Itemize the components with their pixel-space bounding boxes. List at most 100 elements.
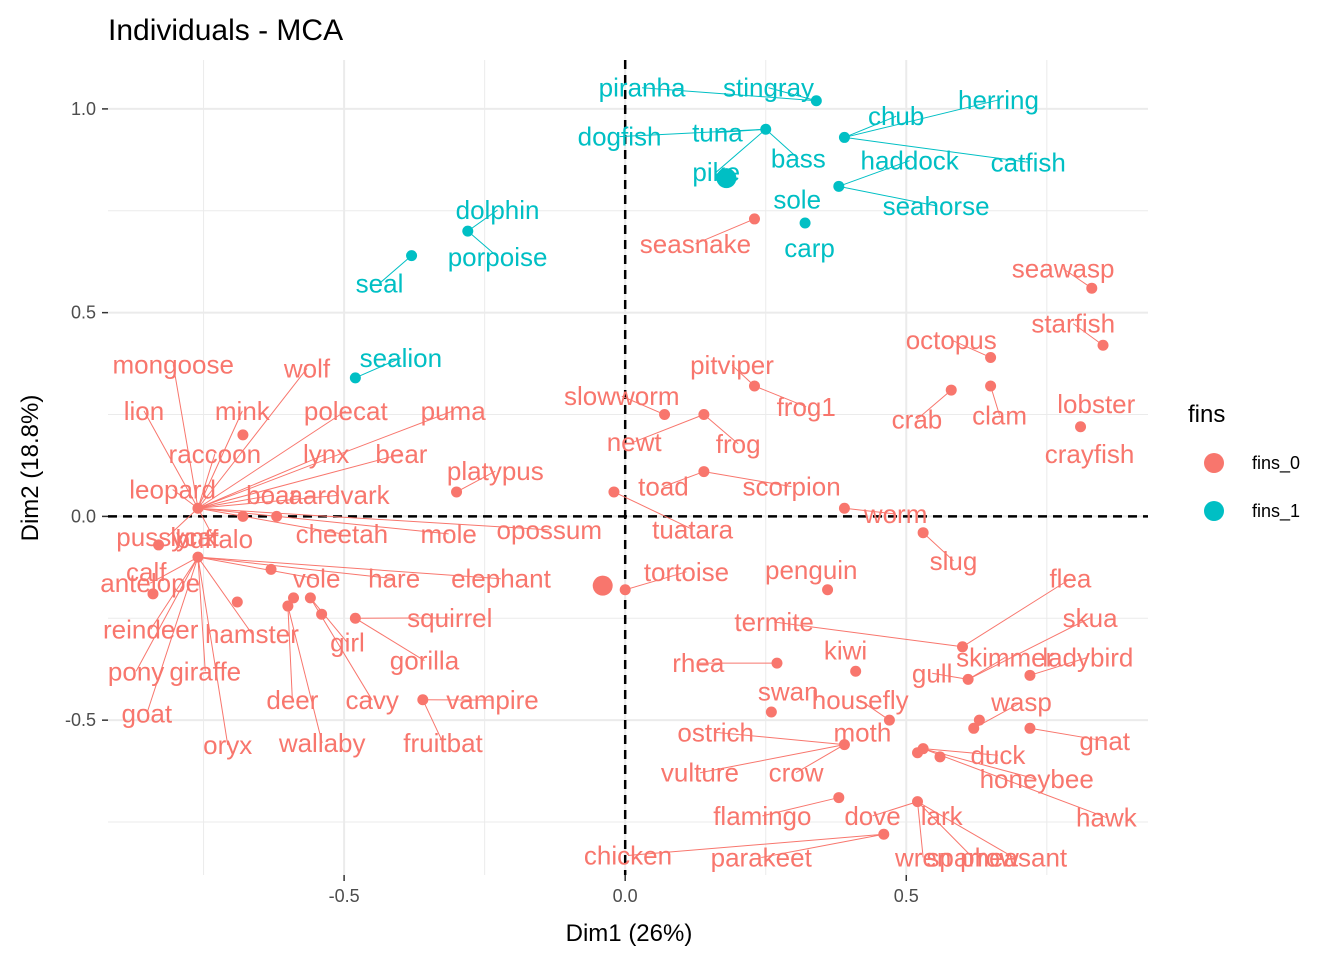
y-tick-label: 0.0 bbox=[71, 506, 96, 526]
leader-line bbox=[197, 507, 342, 535]
point-label: opossum bbox=[497, 515, 603, 545]
data-point bbox=[349, 372, 361, 384]
data-point bbox=[265, 563, 277, 575]
point-label: gorilla bbox=[390, 646, 460, 676]
leader-line bbox=[197, 557, 206, 672]
y-axis-title: Dim2 (18.8%) bbox=[17, 395, 44, 542]
point-label: seasnake bbox=[640, 229, 751, 259]
point-label: dolphin bbox=[456, 195, 540, 225]
leader-line bbox=[172, 364, 199, 509]
leader-line bbox=[197, 494, 340, 509]
point-label: tuna bbox=[692, 118, 743, 148]
leader-line bbox=[932, 672, 969, 680]
point-label: clam bbox=[972, 400, 1027, 430]
data-point bbox=[608, 486, 620, 498]
point-label: frog1 bbox=[777, 392, 836, 422]
point-label: worm bbox=[863, 499, 928, 529]
leader-line bbox=[1029, 727, 1105, 742]
point-label: bear bbox=[375, 439, 427, 469]
data-point bbox=[1024, 669, 1036, 681]
leader-line bbox=[916, 389, 952, 420]
point-label: gnat bbox=[1079, 726, 1130, 756]
point-label: squirrel bbox=[407, 603, 492, 633]
data-point bbox=[810, 95, 822, 107]
point-label: stingray bbox=[723, 73, 814, 103]
point-label: crayfish bbox=[1045, 439, 1135, 469]
point-label: starfish bbox=[1031, 309, 1115, 339]
point-label: platypus bbox=[447, 456, 544, 486]
data-point bbox=[237, 510, 249, 522]
point-label: wasp bbox=[990, 687, 1052, 717]
point-label: slug bbox=[930, 546, 978, 576]
point-label: gull bbox=[912, 658, 952, 688]
point-label: housefly bbox=[812, 685, 909, 715]
leader-line bbox=[951, 339, 991, 358]
point-label: skimmer bbox=[956, 642, 1055, 672]
point-label: leopard bbox=[129, 475, 216, 505]
point-label: octopus bbox=[906, 325, 997, 355]
data-point bbox=[1097, 339, 1109, 351]
leader-line bbox=[143, 410, 199, 509]
leader-line bbox=[197, 453, 216, 509]
leader-line bbox=[309, 597, 348, 644]
leader-line bbox=[699, 744, 845, 774]
leader-line bbox=[838, 185, 937, 207]
point-label: chicken bbox=[584, 840, 672, 870]
point-label: ladybird bbox=[1042, 642, 1133, 672]
leader-line bbox=[355, 617, 425, 662]
leader-line bbox=[197, 508, 215, 540]
y-axis: -0.5 0.0 0.5 1.0 bbox=[65, 99, 108, 730]
data-point bbox=[945, 384, 957, 396]
point-label: wolf bbox=[283, 353, 331, 383]
data-point bbox=[748, 380, 760, 392]
y-tick-label: 0.5 bbox=[71, 303, 96, 323]
grid bbox=[108, 60, 1148, 875]
point-label: tuatara bbox=[652, 514, 733, 544]
data-point bbox=[288, 592, 300, 604]
legend-key bbox=[1204, 501, 1224, 521]
leader-line bbox=[923, 748, 998, 756]
point-label: seawasp bbox=[1012, 254, 1115, 284]
point-label: penguin bbox=[765, 555, 858, 585]
point-label: duck bbox=[970, 740, 1026, 770]
point-label: hawk bbox=[1076, 803, 1138, 833]
leader-line bbox=[917, 801, 1014, 858]
points bbox=[147, 95, 1109, 840]
point-label: mink bbox=[215, 396, 271, 426]
point-label: toad bbox=[638, 472, 689, 502]
leader-line bbox=[467, 209, 498, 232]
leader-line bbox=[355, 357, 402, 379]
point-label: pitviper bbox=[690, 350, 774, 380]
point-label: crow bbox=[769, 758, 824, 788]
point-label: slowworm bbox=[564, 381, 680, 411]
data-point bbox=[316, 608, 328, 620]
point-label: polecat bbox=[304, 396, 389, 426]
data-point bbox=[748, 213, 760, 225]
leader-line bbox=[135, 556, 199, 672]
point-label: skua bbox=[1063, 603, 1118, 633]
leader-line bbox=[197, 556, 317, 580]
data-point bbox=[833, 792, 845, 804]
point-label: cavy bbox=[345, 685, 398, 715]
data-point bbox=[619, 584, 631, 596]
leader-line bbox=[703, 414, 739, 445]
legend-title: fins bbox=[1188, 401, 1225, 428]
point-label: oryx bbox=[203, 730, 252, 760]
group-centroid bbox=[592, 575, 613, 596]
data-point bbox=[153, 539, 165, 551]
y-tick-label: 1.0 bbox=[71, 99, 96, 119]
data-point bbox=[192, 551, 204, 563]
data-point bbox=[237, 429, 249, 441]
data-point bbox=[192, 502, 204, 514]
leader-line bbox=[197, 557, 229, 746]
data-point bbox=[304, 592, 316, 604]
point-label: crab bbox=[892, 404, 943, 434]
legend-label: fins_0 bbox=[1252, 453, 1300, 474]
point-label: cheetah bbox=[296, 519, 389, 549]
point-label: ostrich bbox=[677, 717, 754, 747]
point-label: wallaby bbox=[278, 728, 366, 758]
leader-line bbox=[768, 87, 817, 102]
data-point bbox=[1024, 722, 1036, 734]
leader-line bbox=[715, 128, 767, 173]
